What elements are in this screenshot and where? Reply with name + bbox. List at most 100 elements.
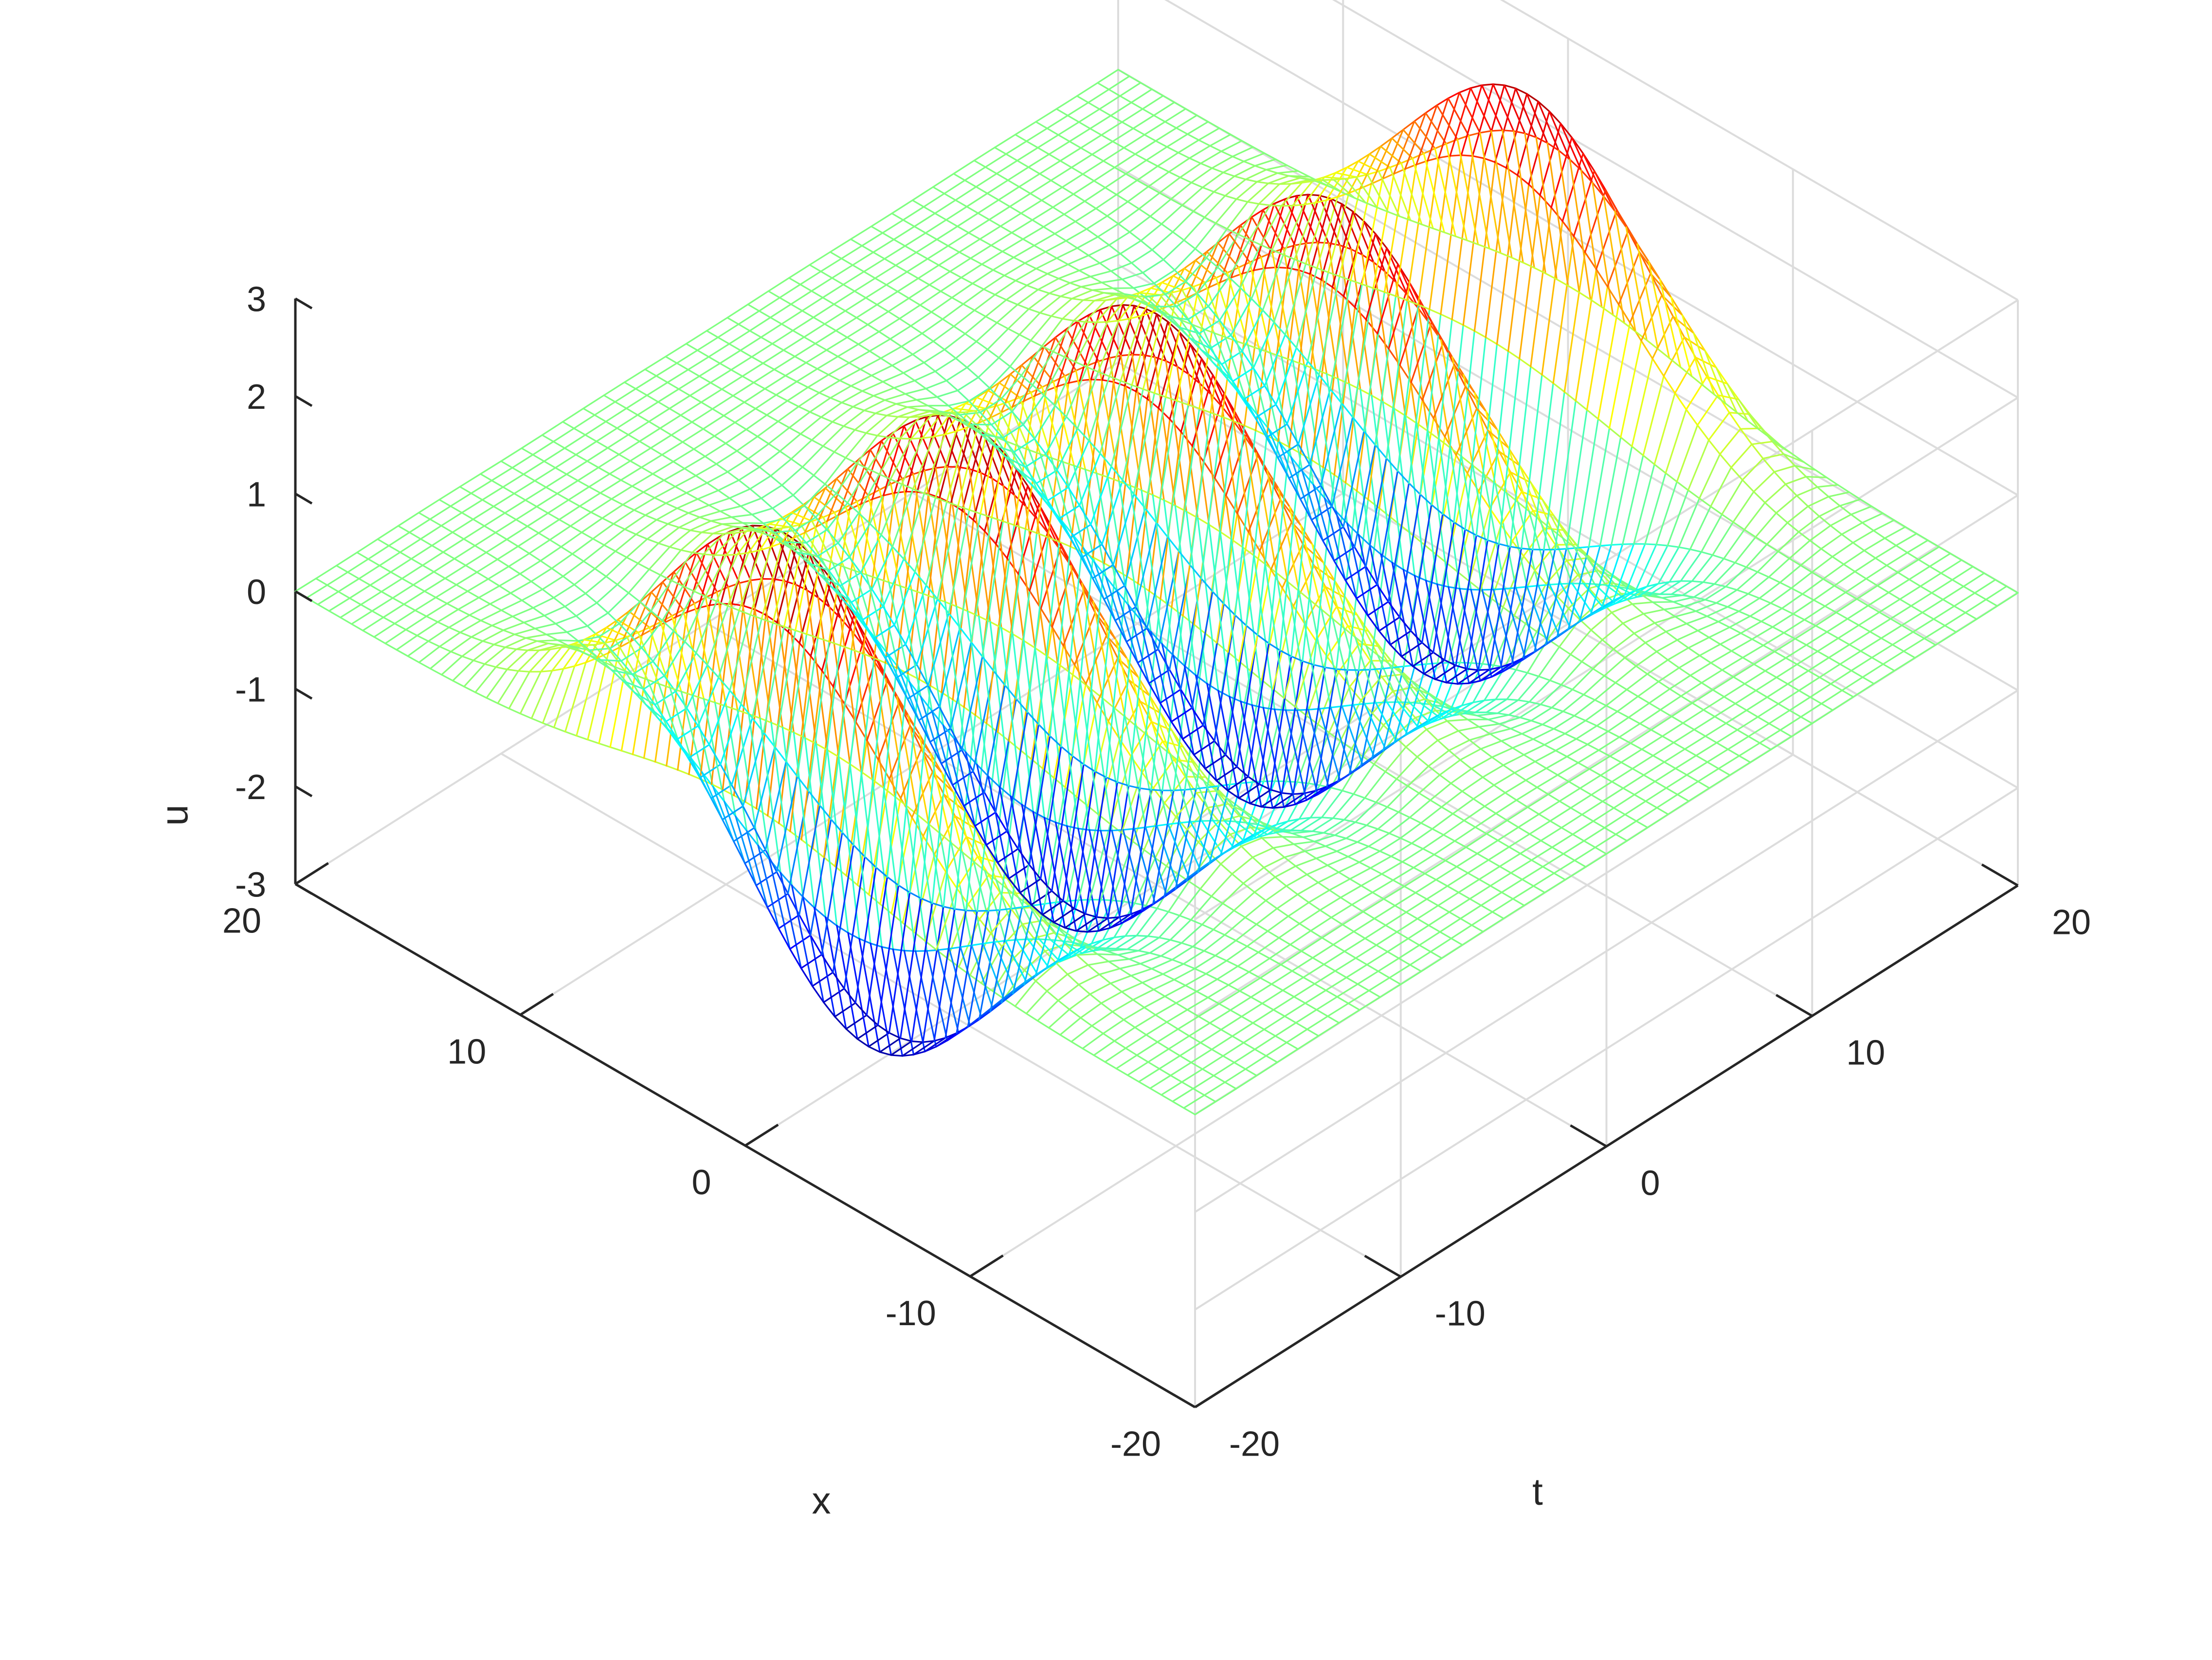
mesh-segment (1049, 735, 1062, 748)
mesh-segment (675, 551, 697, 618)
mesh-segment (1112, 287, 1125, 295)
mesh-segment (842, 284, 855, 292)
mesh-segment (1140, 82, 1153, 90)
mesh-segment (1163, 499, 1186, 667)
mesh-segment (1082, 292, 1105, 301)
mesh-segment (807, 386, 820, 394)
mesh-segment (1367, 615, 1380, 632)
mesh-segment (642, 491, 656, 499)
mesh-segment (828, 640, 841, 646)
mesh-segment (663, 479, 676, 488)
mesh-segment (744, 614, 767, 803)
mesh-segment (1222, 161, 1245, 173)
mesh-segment (1217, 690, 1240, 799)
mesh-segment (317, 591, 340, 605)
mesh-segment (1321, 789, 1343, 819)
mesh-segment (1106, 950, 1119, 956)
mesh-segment (1311, 817, 1334, 832)
mesh-segment (1224, 178, 1247, 197)
mesh-segment (1334, 970, 1347, 979)
mesh-segment (1131, 249, 1153, 264)
mesh-segment (438, 631, 461, 648)
mesh-segment (1069, 1008, 1082, 1019)
mesh-segment (1136, 907, 1158, 937)
mesh-segment (381, 578, 403, 593)
mesh-segment (695, 652, 708, 666)
mesh-segment (771, 329, 794, 345)
mesh-segment (870, 212, 893, 227)
mesh-segment (655, 507, 678, 521)
mesh-segment (1364, 924, 1387, 939)
mesh-segment (1123, 134, 1145, 149)
mesh-segment (540, 560, 553, 569)
mesh-segment (598, 742, 611, 748)
mesh-segment (1025, 528, 1038, 534)
mesh-segment (1263, 866, 1276, 878)
mesh-segment (1102, 1033, 1115, 1042)
mesh-segment (1281, 660, 1304, 794)
mesh-segment (1016, 939, 1038, 975)
mesh-segment (1213, 1061, 1235, 1076)
mesh-segment (1034, 647, 1047, 657)
mesh-segment (1375, 702, 1397, 742)
mesh-segment (1198, 127, 1220, 141)
mesh-segment (1327, 242, 1350, 385)
mesh-segment (957, 376, 979, 392)
mesh-segment (728, 488, 751, 499)
mesh-segment (1387, 601, 1400, 618)
mesh-segment (1272, 843, 1295, 849)
mesh-segment (710, 783, 724, 791)
mesh-segment (1025, 1013, 1038, 1022)
mesh-segment (1344, 579, 1358, 600)
mesh-segment (1386, 806, 1399, 813)
mesh-segment (942, 724, 965, 807)
mesh-segment (599, 659, 622, 662)
mesh-segment (1091, 1011, 1113, 1027)
mesh-segment (1121, 278, 1135, 289)
mesh-segment (963, 809, 977, 830)
mesh-segment (1045, 240, 1067, 253)
mesh-segment (671, 615, 693, 696)
mesh-segment (990, 232, 1013, 246)
mesh-segment (1163, 499, 1176, 507)
mesh-segment (1198, 407, 1212, 414)
mesh-segment (693, 554, 716, 592)
mesh-segment (1341, 283, 1363, 404)
mesh-segment (625, 407, 639, 416)
mesh-segment (1399, 822, 1422, 839)
mesh-segment (1009, 193, 1032, 208)
mesh-segment (1198, 139, 1211, 147)
mesh-segment (929, 502, 952, 687)
mesh-segment (912, 353, 925, 364)
mesh-segment (1019, 878, 1042, 894)
mesh-segment (1224, 1081, 1237, 1090)
mesh-segment (1078, 973, 1100, 985)
mesh-segment (738, 466, 761, 481)
mesh-segment (943, 179, 966, 195)
mesh-segment (650, 580, 673, 612)
mesh-segment (981, 656, 995, 672)
mesh-segment (1200, 416, 1223, 580)
mesh-segment (1205, 257, 1219, 268)
mesh-segment (1236, 634, 1258, 768)
mesh-segment (1407, 765, 1430, 787)
mesh-segment (1071, 297, 1084, 301)
mesh-segment (1180, 762, 1203, 822)
mesh-segment (1397, 792, 1420, 813)
mesh-segment (444, 577, 457, 586)
mesh-segment (1280, 182, 1303, 207)
mesh-segment (1035, 268, 1049, 275)
mesh-segment (742, 805, 755, 829)
mesh-segment (1173, 967, 1196, 981)
mesh-segment (968, 400, 981, 414)
mesh-segment (494, 531, 508, 541)
mesh-segment (885, 677, 907, 806)
mesh-segment (981, 434, 995, 446)
mesh-segment (728, 330, 751, 345)
mesh-segment (1274, 876, 1287, 887)
mesh-segment (1159, 1068, 1172, 1076)
mesh-segment (719, 362, 732, 371)
mesh-segment (697, 536, 720, 609)
mesh-segment (705, 597, 727, 707)
mesh-segment (1332, 618, 1354, 706)
